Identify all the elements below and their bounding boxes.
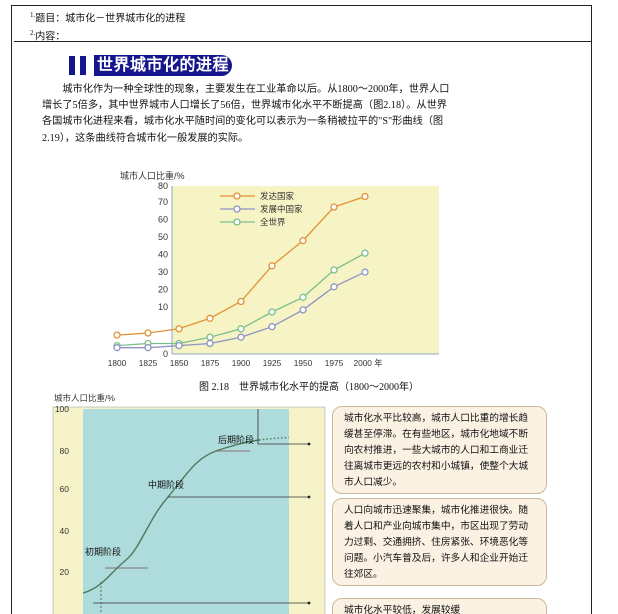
svg-text:80: 80 — [60, 446, 70, 456]
svg-text:后期阶段: 后期阶段 — [218, 434, 254, 445]
svg-text:40: 40 — [158, 250, 168, 260]
svg-text:1850: 1850 — [170, 358, 189, 368]
svg-text:1800: 1800 — [108, 358, 127, 368]
svg-text:城市人口比重/%: 城市人口比重/% — [54, 393, 115, 403]
svg-text:1825: 1825 — [139, 358, 158, 368]
svg-text:20: 20 — [60, 567, 70, 577]
svg-text:发达国家: 发达国家 — [260, 191, 295, 201]
svg-text:80: 80 — [158, 181, 168, 191]
svg-text:发展中国家: 发展中国家 — [260, 204, 303, 214]
svg-text:60: 60 — [60, 484, 70, 494]
svg-text:1925: 1925 — [263, 358, 282, 368]
svg-text:1975: 1975 — [325, 358, 344, 368]
svg-text:1875: 1875 — [201, 358, 220, 368]
svg-text:40: 40 — [60, 526, 70, 536]
svg-text:中期阶段: 中期阶段 — [148, 479, 184, 490]
svg-text:城市人口比重/%: 城市人口比重/% — [120, 170, 185, 181]
svg-text:10: 10 — [158, 302, 168, 312]
svg-text:60: 60 — [158, 215, 168, 225]
svg-text:全世界: 全世界 — [260, 217, 286, 227]
svg-text:100: 100 — [55, 404, 69, 414]
svg-text:30: 30 — [158, 267, 168, 277]
svg-text:0: 0 — [163, 349, 168, 359]
svg-text:20: 20 — [158, 285, 168, 295]
svg-text:2000 年: 2000 年 — [353, 358, 382, 368]
svg-text:50: 50 — [158, 232, 168, 242]
svg-text:1900: 1900 — [232, 358, 251, 368]
svg-text:1950: 1950 — [294, 358, 313, 368]
svg-text:70: 70 — [158, 197, 168, 207]
svg-text:初期阶段: 初期阶段 — [85, 546, 121, 557]
